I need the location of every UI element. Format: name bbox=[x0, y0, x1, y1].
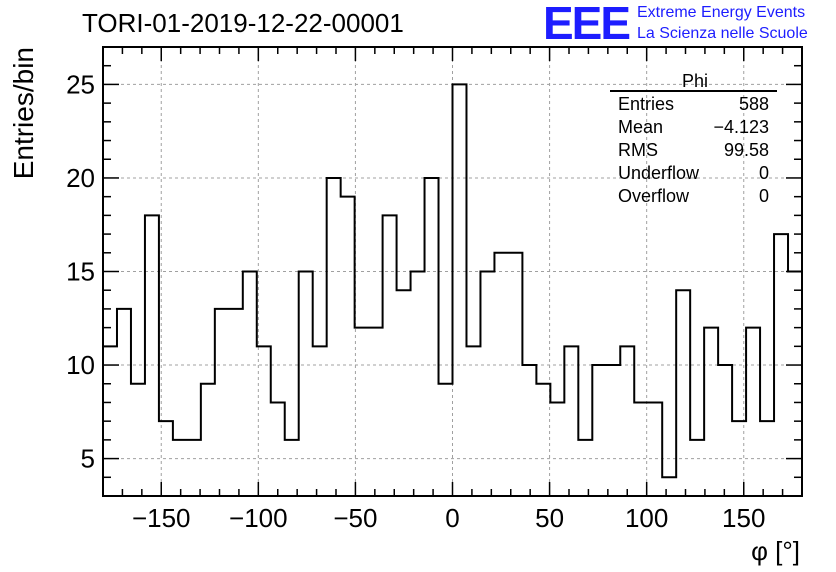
stats-value-overflow: 0 bbox=[759, 186, 769, 206]
stats-label-underflow: Underflow bbox=[618, 163, 700, 183]
axis-tick-labels: −150 −100 −50 0 50 100 150 5 10 15 20 25 bbox=[66, 69, 765, 533]
x-tick-label: 0 bbox=[445, 503, 459, 533]
x-tick-label: 100 bbox=[625, 503, 668, 533]
stats-box: Phi Entries 588 Mean −4.123 RMS 99.58 Un… bbox=[610, 71, 777, 206]
x-axis-label: φ [°] bbox=[751, 536, 800, 566]
stats-value-rms: 99.58 bbox=[724, 140, 769, 160]
stats-box-title: Phi bbox=[682, 71, 708, 91]
stats-value-underflow: 0 bbox=[759, 163, 769, 183]
x-tick-label: 150 bbox=[722, 503, 765, 533]
stats-value-entries: 588 bbox=[739, 94, 769, 114]
y-tick-label: 25 bbox=[66, 69, 95, 99]
logo-subtitle-line-2: La Scienza nelle Scuole bbox=[637, 25, 808, 42]
axis-ticks bbox=[102, 46, 803, 497]
x-tick-label: −150 bbox=[132, 503, 191, 533]
y-tick-label: 5 bbox=[81, 444, 95, 474]
y-tick-label: 10 bbox=[66, 350, 95, 380]
x-tick-label: −50 bbox=[333, 503, 377, 533]
stats-label-entries: Entries bbox=[618, 94, 674, 114]
y-tick-label: 15 bbox=[66, 257, 95, 287]
y-tick-label: 20 bbox=[66, 163, 95, 193]
y-axis-label: Entries/bin bbox=[8, 47, 39, 179]
stats-label-mean: Mean bbox=[618, 117, 663, 137]
stats-label-overflow: Overflow bbox=[618, 186, 690, 206]
logo-subtitle-line-1: Extreme Energy Events bbox=[637, 4, 806, 21]
histogram-outline bbox=[103, 83, 802, 479]
stats-value-mean: −4.123 bbox=[713, 117, 769, 137]
stats-label-rms: RMS bbox=[618, 140, 658, 160]
x-tick-label: −100 bbox=[229, 503, 288, 533]
chart-title: TORI-01-2019-12-22-00001 bbox=[82, 8, 404, 38]
x-tick-label: 50 bbox=[535, 503, 564, 533]
eee-logo: EEE bbox=[543, 0, 631, 49]
